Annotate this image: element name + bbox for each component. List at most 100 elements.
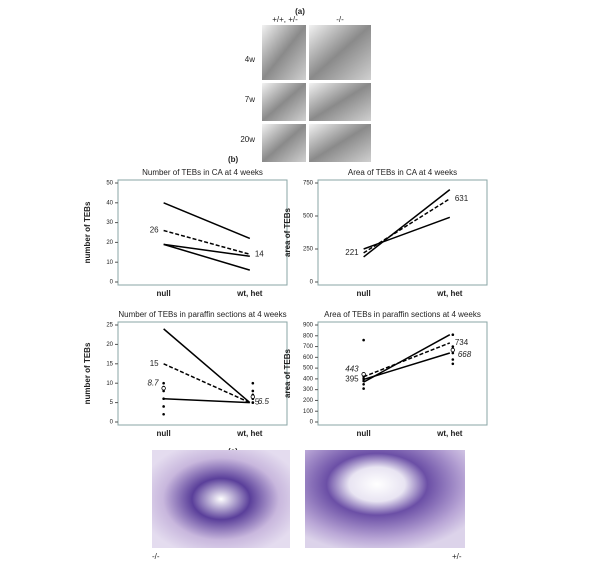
series-line — [163, 397, 250, 404]
histology-photo — [152, 450, 290, 548]
chart-title: Number of TEBs in CA at 4 weeks — [142, 168, 263, 177]
data-point — [362, 382, 365, 386]
mean-label: 6.5 — [258, 397, 270, 406]
y-axis-label: area of TEBs — [283, 348, 292, 397]
data-point — [451, 362, 455, 366]
series-line — [363, 342, 451, 378]
data-point — [251, 381, 255, 385]
chart-title: Number of TEBs in paraffin sections at 4… — [118, 310, 286, 319]
data-point — [251, 389, 255, 393]
y-tick-label: 0 — [310, 280, 314, 286]
mean-marker — [450, 347, 456, 353]
row-label: 7w — [245, 95, 255, 104]
mean-marker — [250, 394, 256, 399]
y-tick-label: 700 — [303, 344, 314, 350]
y-tick-label: 40 — [106, 200, 113, 206]
y-tick-label: 15 — [106, 361, 113, 367]
x-tick-label: null — [357, 289, 371, 298]
mean-marker — [361, 372, 366, 377]
data-point — [451, 345, 455, 348]
data-point — [451, 358, 455, 361]
value-label: 631 — [455, 194, 469, 203]
y-tick-label: 5 — [110, 400, 114, 406]
panel-label: (a) — [295, 7, 305, 16]
x-tick-label: wt, het — [236, 429, 263, 438]
chart-title: Area of TEBs in paraffin sections at 4 w… — [324, 310, 481, 319]
photo — [309, 83, 371, 121]
y-axis-label: number of TEBs — [83, 201, 92, 263]
y-tick-label: 600 — [303, 355, 314, 361]
x-tick-label: wt, het — [436, 429, 463, 438]
mean-label: 8.7 — [148, 378, 160, 387]
plot-frame — [317, 321, 488, 426]
series-line — [363, 198, 451, 254]
y-tick-label: 500 — [303, 366, 314, 372]
series-line — [363, 334, 451, 383]
y-tick-label: 25 — [106, 323, 113, 329]
value-label: 5 — [255, 398, 260, 407]
y-tick-label: 0 — [110, 280, 114, 286]
mean-label: 668 — [458, 350, 472, 359]
value-label: 15 — [150, 359, 159, 368]
y-tick-label: 30 — [106, 220, 113, 226]
y-tick-label: 300 — [303, 387, 314, 393]
photo — [309, 25, 371, 80]
value-label: 14 — [255, 249, 264, 258]
mean-marker — [161, 386, 166, 391]
mean-label: 443 — [345, 364, 359, 373]
value-label: 734 — [455, 338, 469, 347]
photo — [262, 124, 306, 162]
data-point — [251, 401, 255, 404]
photo — [309, 124, 371, 162]
series-line — [163, 243, 250, 258]
series-line — [163, 229, 251, 256]
plot-frame — [117, 321, 288, 426]
y-tick-label: 400 — [303, 376, 314, 382]
value-label: 221 — [345, 248, 359, 257]
photo — [262, 25, 306, 80]
series-line — [163, 243, 251, 271]
value-label: 26 — [150, 226, 159, 235]
y-tick-label: 20 — [106, 342, 113, 348]
series-line — [363, 189, 451, 258]
y-tick-label: 750 — [303, 181, 314, 187]
x-tick-label: wt, het — [436, 289, 463, 298]
y-axis-label: number of TEBs — [83, 342, 92, 404]
genotype-label: -/- — [152, 552, 160, 561]
data-point — [451, 351, 455, 355]
value-label: 395 — [345, 375, 359, 384]
series-line — [363, 352, 451, 381]
y-tick-label: 200 — [303, 398, 314, 404]
x-tick-label: null — [157, 289, 171, 298]
plot-frame — [117, 179, 288, 286]
data-point — [162, 405, 165, 408]
x-tick-label: null — [157, 429, 171, 438]
y-tick-label: 800 — [303, 333, 314, 339]
column-header: -/- — [336, 15, 344, 24]
y-tick-label: 250 — [303, 247, 314, 253]
plot-frame — [317, 179, 488, 286]
data-point — [362, 338, 365, 342]
data-point — [362, 387, 365, 390]
y-tick-label: 0 — [110, 420, 114, 426]
series-line — [163, 328, 251, 404]
chart-title: Area of TEBs in CA at 4 weeks — [348, 168, 457, 177]
data-point — [451, 333, 455, 337]
row-label: 4w — [245, 55, 255, 64]
series-line — [163, 202, 251, 240]
series-line — [363, 216, 451, 250]
y-tick-label: 500 — [303, 214, 314, 220]
y-axis-label: area of TEBs — [283, 207, 292, 256]
x-tick-label: wt, het — [236, 289, 263, 298]
series-line — [163, 363, 251, 404]
data-point — [162, 412, 165, 416]
y-tick-label: 20 — [106, 240, 113, 246]
y-tick-label: 10 — [106, 260, 113, 266]
y-tick-label: 0 — [310, 420, 314, 426]
genotype-label: +/- — [452, 552, 462, 561]
histology-photo — [305, 450, 465, 548]
x-tick-label: null — [357, 429, 371, 438]
photo — [262, 83, 306, 121]
y-tick-label: 10 — [106, 381, 113, 387]
